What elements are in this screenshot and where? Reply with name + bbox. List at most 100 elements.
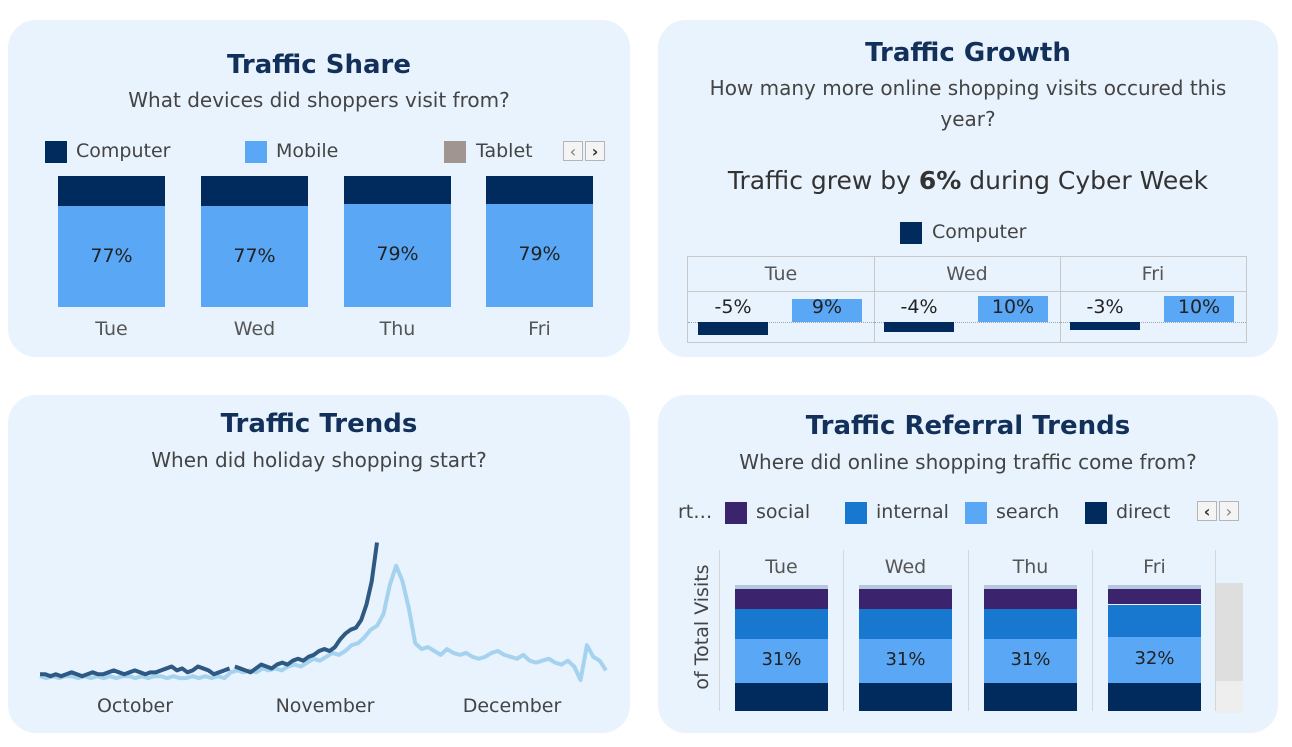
- growth-bar-computer-fri: [1070, 322, 1140, 330]
- share-category-wed: Wed: [233, 318, 276, 340]
- traffic-share-panel: Traffic Share What devices did shoppers …: [8, 20, 630, 357]
- growth-bar-mobile-tue: [792, 298, 862, 322]
- share-bar-label-thu: 79%: [376, 243, 419, 266]
- referral-bar-internal-fri: [1108, 604, 1201, 638]
- referral-bar-label-wed: 31%: [885, 648, 926, 670]
- referral-bar-label-thu: 31%: [1010, 648, 1051, 670]
- referral-col-header-fri: Fri: [1143, 556, 1166, 578]
- referral-scrollbar[interactable]: [1216, 583, 1243, 713]
- headline-bold: 6%: [918, 166, 962, 195]
- share-bar-mobile-wed: [201, 206, 308, 307]
- referral-col-header-thu: Thu: [1012, 556, 1049, 578]
- share-category-fri: Fri: [528, 318, 551, 340]
- referral-col-tue: [719, 550, 844, 711]
- traffic-trends-line-chart: [39, 542, 608, 683]
- x-tick-october: October: [96, 695, 174, 717]
- referral-col-thu: [968, 550, 1093, 711]
- growth-col-header-wed: Wed: [874, 257, 1060, 292]
- legend-swatch-social: [725, 502, 747, 524]
- legend-swatch-search: [965, 502, 987, 524]
- growth-zero-line: [874, 322, 1060, 323]
- referral-legend-next-button[interactable]: ›: [1219, 501, 1239, 521]
- referral-col-header-wed: Wed: [884, 556, 927, 578]
- referral-bar-social-tue: [735, 588, 828, 609]
- legend-swatch-mobile: [245, 141, 267, 163]
- referral-bar-label-fri: 32%: [1134, 647, 1175, 669]
- legend-swatch-direct: [1085, 502, 1107, 524]
- referral-bar-search-tue: [735, 638, 828, 683]
- traffic-share-title: Traffic Share: [227, 50, 411, 80]
- traffic-share-subtitle: What devices did shoppers visit from?: [128, 88, 510, 112]
- x-tick-december: December: [462, 695, 562, 717]
- referral-col-wed: [843, 550, 968, 711]
- referral-bar-social-thu: [984, 588, 1077, 609]
- share-bar-mobile-fri: [486, 203, 593, 307]
- legend-label-social: social: [756, 501, 811, 523]
- referral-bar-internal-thu: [984, 608, 1077, 639]
- referral-bar-search-wed: [859, 638, 952, 683]
- trend-line-this-year-segment-1: [40, 664, 231, 679]
- legend-next-button[interactable]: ›: [585, 141, 605, 161]
- headline-post: during Cyber Week: [961, 166, 1209, 195]
- referral-scrollbar-thumb[interactable]: [1216, 583, 1243, 681]
- growth-col-header-tue: Tue: [688, 257, 874, 292]
- referral-y-axis-text: of Total Visits: [691, 564, 713, 690]
- referral-col-header-tue: Tue: [765, 556, 798, 578]
- legend-label-internal: internal: [876, 501, 949, 523]
- referral-bar-internal-tue: [735, 608, 828, 639]
- growth-legend-label-computer: Computer: [932, 221, 1027, 243]
- share-bar-label-tue: 77%: [90, 244, 133, 267]
- legend-prev-button[interactable]: ‹: [563, 141, 583, 161]
- growth-value-computer-tue: -5%: [714, 296, 752, 318]
- referral-bar-label-tue: 31%: [761, 648, 802, 670]
- growth-col-tue: Tue -5% 9%: [688, 257, 875, 342]
- legend-label-computer: Computer: [76, 140, 171, 162]
- referral-legend-prev-button[interactable]: ‹: [1197, 501, 1217, 521]
- growth-col-wed: Wed -4% 10%: [874, 257, 1061, 342]
- traffic-growth-subtitle-line1: How many more online shopping visits occ…: [709, 76, 1227, 100]
- referral-bar-other-fri: [1108, 584, 1201, 589]
- referral-bar-other-wed: [859, 584, 952, 589]
- traffic-trends-panel: Traffic Trends When did holiday shopping…: [8, 395, 630, 733]
- growth-value-mobile-fri: 10%: [1177, 296, 1221, 318]
- traffic-trends-subtitle: When did holiday shopping start?: [151, 448, 487, 472]
- x-tick-november: November: [275, 695, 375, 717]
- growth-value-mobile-tue: 9%: [811, 296, 843, 318]
- trend-line-this-year-segment-2: [234, 542, 379, 675]
- referral-trends-panel: Traffic Referral Trends Where did online…: [658, 395, 1278, 733]
- legend-label-tablet: Tablet: [476, 140, 533, 162]
- referral-bar-direct-wed: [859, 682, 952, 711]
- growth-bar-computer-tue: [698, 322, 768, 335]
- growth-col-fri: Fri -3% 10%: [1060, 257, 1246, 342]
- traffic-growth-subtitle-line2: year?: [940, 107, 996, 131]
- legend-swatch-tablet: [444, 141, 466, 163]
- legend-label-mobile: Mobile: [276, 140, 339, 162]
- growth-zero-line: [688, 322, 874, 323]
- traffic-trends-title: Traffic Trends: [220, 409, 418, 439]
- referral-col-end-border: [1215, 550, 1216, 711]
- growth-value-mobile-wed: 10%: [991, 296, 1035, 318]
- referral-bar-direct-fri: [1108, 682, 1201, 711]
- legend-swatch-internal: [845, 502, 867, 524]
- traffic-growth-headline: Traffic grew by 6% during Cyber Week: [658, 166, 1278, 195]
- referral-bar-search-thu: [984, 638, 1077, 683]
- referral-col-fri: [1092, 550, 1217, 711]
- referral-y-axis-label: of Total Visits: [688, 550, 716, 710]
- referral-bar-social-wed: [859, 588, 952, 609]
- share-category-tue: Tue: [95, 318, 128, 340]
- legend-label-truncated: rt…: [678, 501, 713, 523]
- referral-bar-search-fri: [1108, 637, 1201, 683]
- growth-legend-swatch-computer: [900, 222, 922, 244]
- traffic-growth-panel: Traffic Growth How many more online shop…: [658, 20, 1278, 357]
- legend-label-search: search: [996, 501, 1060, 523]
- share-bar-computer-fri: [486, 176, 593, 204]
- growth-value-computer-wed: -4%: [900, 296, 938, 318]
- referral-bar-other-tue: [735, 584, 828, 589]
- referral-bar-direct-tue: [735, 682, 828, 711]
- share-category-thu: Thu: [379, 318, 416, 340]
- share-bar-computer-wed: [201, 176, 308, 207]
- growth-zero-line: [1060, 322, 1246, 323]
- referral-trends-subtitle: Where did online shopping traffic come f…: [739, 450, 1197, 474]
- referral-bar-direct-thu: [984, 682, 1077, 711]
- share-bar-mobile-tue: [58, 206, 165, 307]
